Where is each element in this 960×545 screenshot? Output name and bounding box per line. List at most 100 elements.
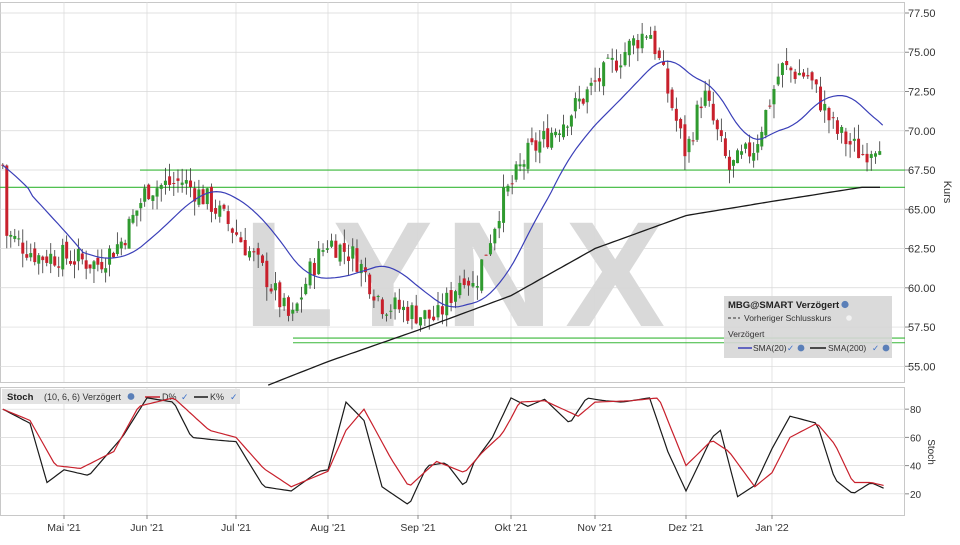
x-axis: Mai '21 Jun '21 Jul '21 Aug '21 Sep '21 Okt '… [47, 515, 789, 534]
candle-down [189, 180, 193, 188]
candle-up [780, 63, 784, 75]
candle-up [127, 218, 131, 249]
candle-up [282, 297, 286, 307]
candle-up [402, 306, 406, 311]
candle-up [330, 240, 334, 247]
candle-down [810, 72, 814, 81]
candle-down [711, 103, 715, 121]
candle-down [25, 254, 29, 258]
candle-down [835, 120, 839, 134]
candle-down [723, 138, 727, 156]
candle-up [92, 261, 96, 269]
legend-sma200-info-icon[interactable] [882, 344, 890, 352]
main-panel-frame [0, 2, 905, 383]
stoch-d-check-icon[interactable]: ✓ [181, 392, 189, 402]
stoch-d-line [2, 397, 884, 488]
legend-sma20-check-icon[interactable]: ✓ [787, 343, 794, 353]
candle-down [597, 78, 601, 82]
candle-down [193, 188, 197, 202]
candle-down [844, 131, 848, 145]
x-tick-label: Aug '21 [310, 522, 345, 534]
legend-sma20: SMA(20) [753, 343, 787, 353]
candle-down [484, 254, 488, 256]
stoch-params: (10, 6, 6) Verzögert [44, 392, 122, 402]
stoch-y-tick-label: 20 [910, 490, 922, 501]
candle-down [748, 142, 752, 157]
candle-up [351, 246, 355, 259]
main-y-tick-label: 55.00 [908, 361, 936, 373]
candle-down [84, 260, 88, 269]
candle-up [577, 98, 581, 102]
candle-down [534, 140, 538, 151]
candle-up [736, 150, 740, 164]
candle-down [355, 248, 359, 272]
candle-up [874, 153, 877, 157]
candle-down [707, 90, 711, 101]
candle-down [312, 262, 316, 276]
candle-down [768, 105, 772, 107]
candle-up [797, 72, 801, 76]
candle-up [445, 292, 449, 316]
candle-up [108, 248, 112, 265]
candle-up [17, 238, 21, 240]
candle-up [640, 33, 644, 49]
stoch-header-bg [2, 389, 240, 404]
candle-up [273, 283, 277, 291]
candle-down [414, 305, 418, 324]
candle-up [550, 132, 554, 148]
candle-up [554, 131, 558, 136]
candle-up [458, 282, 462, 296]
candle-up [502, 186, 506, 223]
candle-down [662, 61, 666, 65]
stoch-label: Stoch [7, 392, 34, 403]
candle-down [368, 274, 372, 295]
candle-down [147, 184, 151, 200]
stoch-k-check-icon[interactable]: ✓ [230, 392, 238, 402]
stoch-header: Stoch (10, 6, 6) Verzögert D% ✓ K% ✓ [2, 389, 240, 404]
main-y-axis: 77.50 75.00 72.50 70.00 67.50 65.00 62.50 60.00… [905, 8, 936, 373]
stoch-grid [0, 388, 905, 515]
candle-down [727, 156, 731, 170]
candle-up [823, 103, 827, 111]
candle-down [467, 280, 471, 286]
legend-sma200-check-icon[interactable]: ✓ [872, 343, 879, 353]
candle-down [256, 248, 260, 255]
candle-down [269, 288, 273, 292]
candle-down [21, 242, 25, 254]
x-tick-label: Okt '21 [495, 522, 528, 534]
candle-down [674, 108, 678, 121]
x-tick-label: Nov '21 [577, 522, 612, 534]
candle-up [756, 144, 760, 153]
candle-down [848, 141, 852, 145]
main-y-axis-label: Kurs [941, 181, 953, 204]
legend-title-info-icon[interactable] [841, 300, 849, 309]
candle-up [627, 40, 631, 56]
candle-up [602, 62, 606, 87]
candle-down [96, 257, 100, 265]
candle-up [295, 303, 299, 311]
candle-down [72, 261, 76, 265]
candle-up [104, 268, 108, 273]
candle-up [184, 180, 188, 184]
candle-down [252, 251, 256, 253]
candle-down [827, 108, 831, 121]
candle-down [546, 128, 550, 148]
candle-up [514, 164, 518, 180]
legend-sma200: SMA(200) [828, 343, 866, 353]
main-y-tick-label: 72.50 [908, 87, 936, 99]
candle-up [878, 151, 882, 155]
candle-down [789, 67, 793, 71]
candle-down [636, 40, 640, 49]
candle-up [471, 283, 475, 287]
candle-up [155, 188, 159, 197]
candle-down [111, 252, 115, 258]
candle-up [180, 182, 184, 185]
sma200-line [267, 186, 880, 386]
x-tick-label: Jul '21 [221, 522, 251, 534]
candle-up [852, 138, 856, 141]
stoch-info-icon[interactable] [127, 393, 135, 400]
x-tick-label: Mai '21 [47, 522, 81, 534]
x-tick-label: Dez '21 [668, 522, 703, 534]
candle-up [573, 98, 577, 112]
legend-sma20-info-icon[interactable] [797, 344, 805, 352]
